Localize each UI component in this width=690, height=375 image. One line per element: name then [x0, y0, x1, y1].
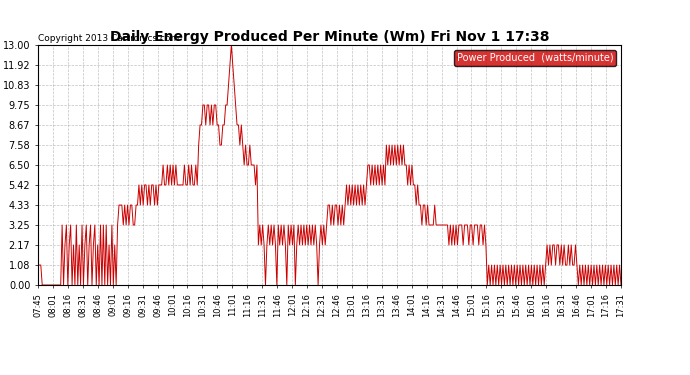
Text: Copyright 2013 Cartronics.com: Copyright 2013 Cartronics.com	[38, 34, 179, 43]
Legend: Power Produced  (watts/minute): Power Produced (watts/minute)	[454, 50, 616, 66]
Title: Daily Energy Produced Per Minute (Wm) Fri Nov 1 17:38: Daily Energy Produced Per Minute (Wm) Fr…	[110, 30, 549, 44]
